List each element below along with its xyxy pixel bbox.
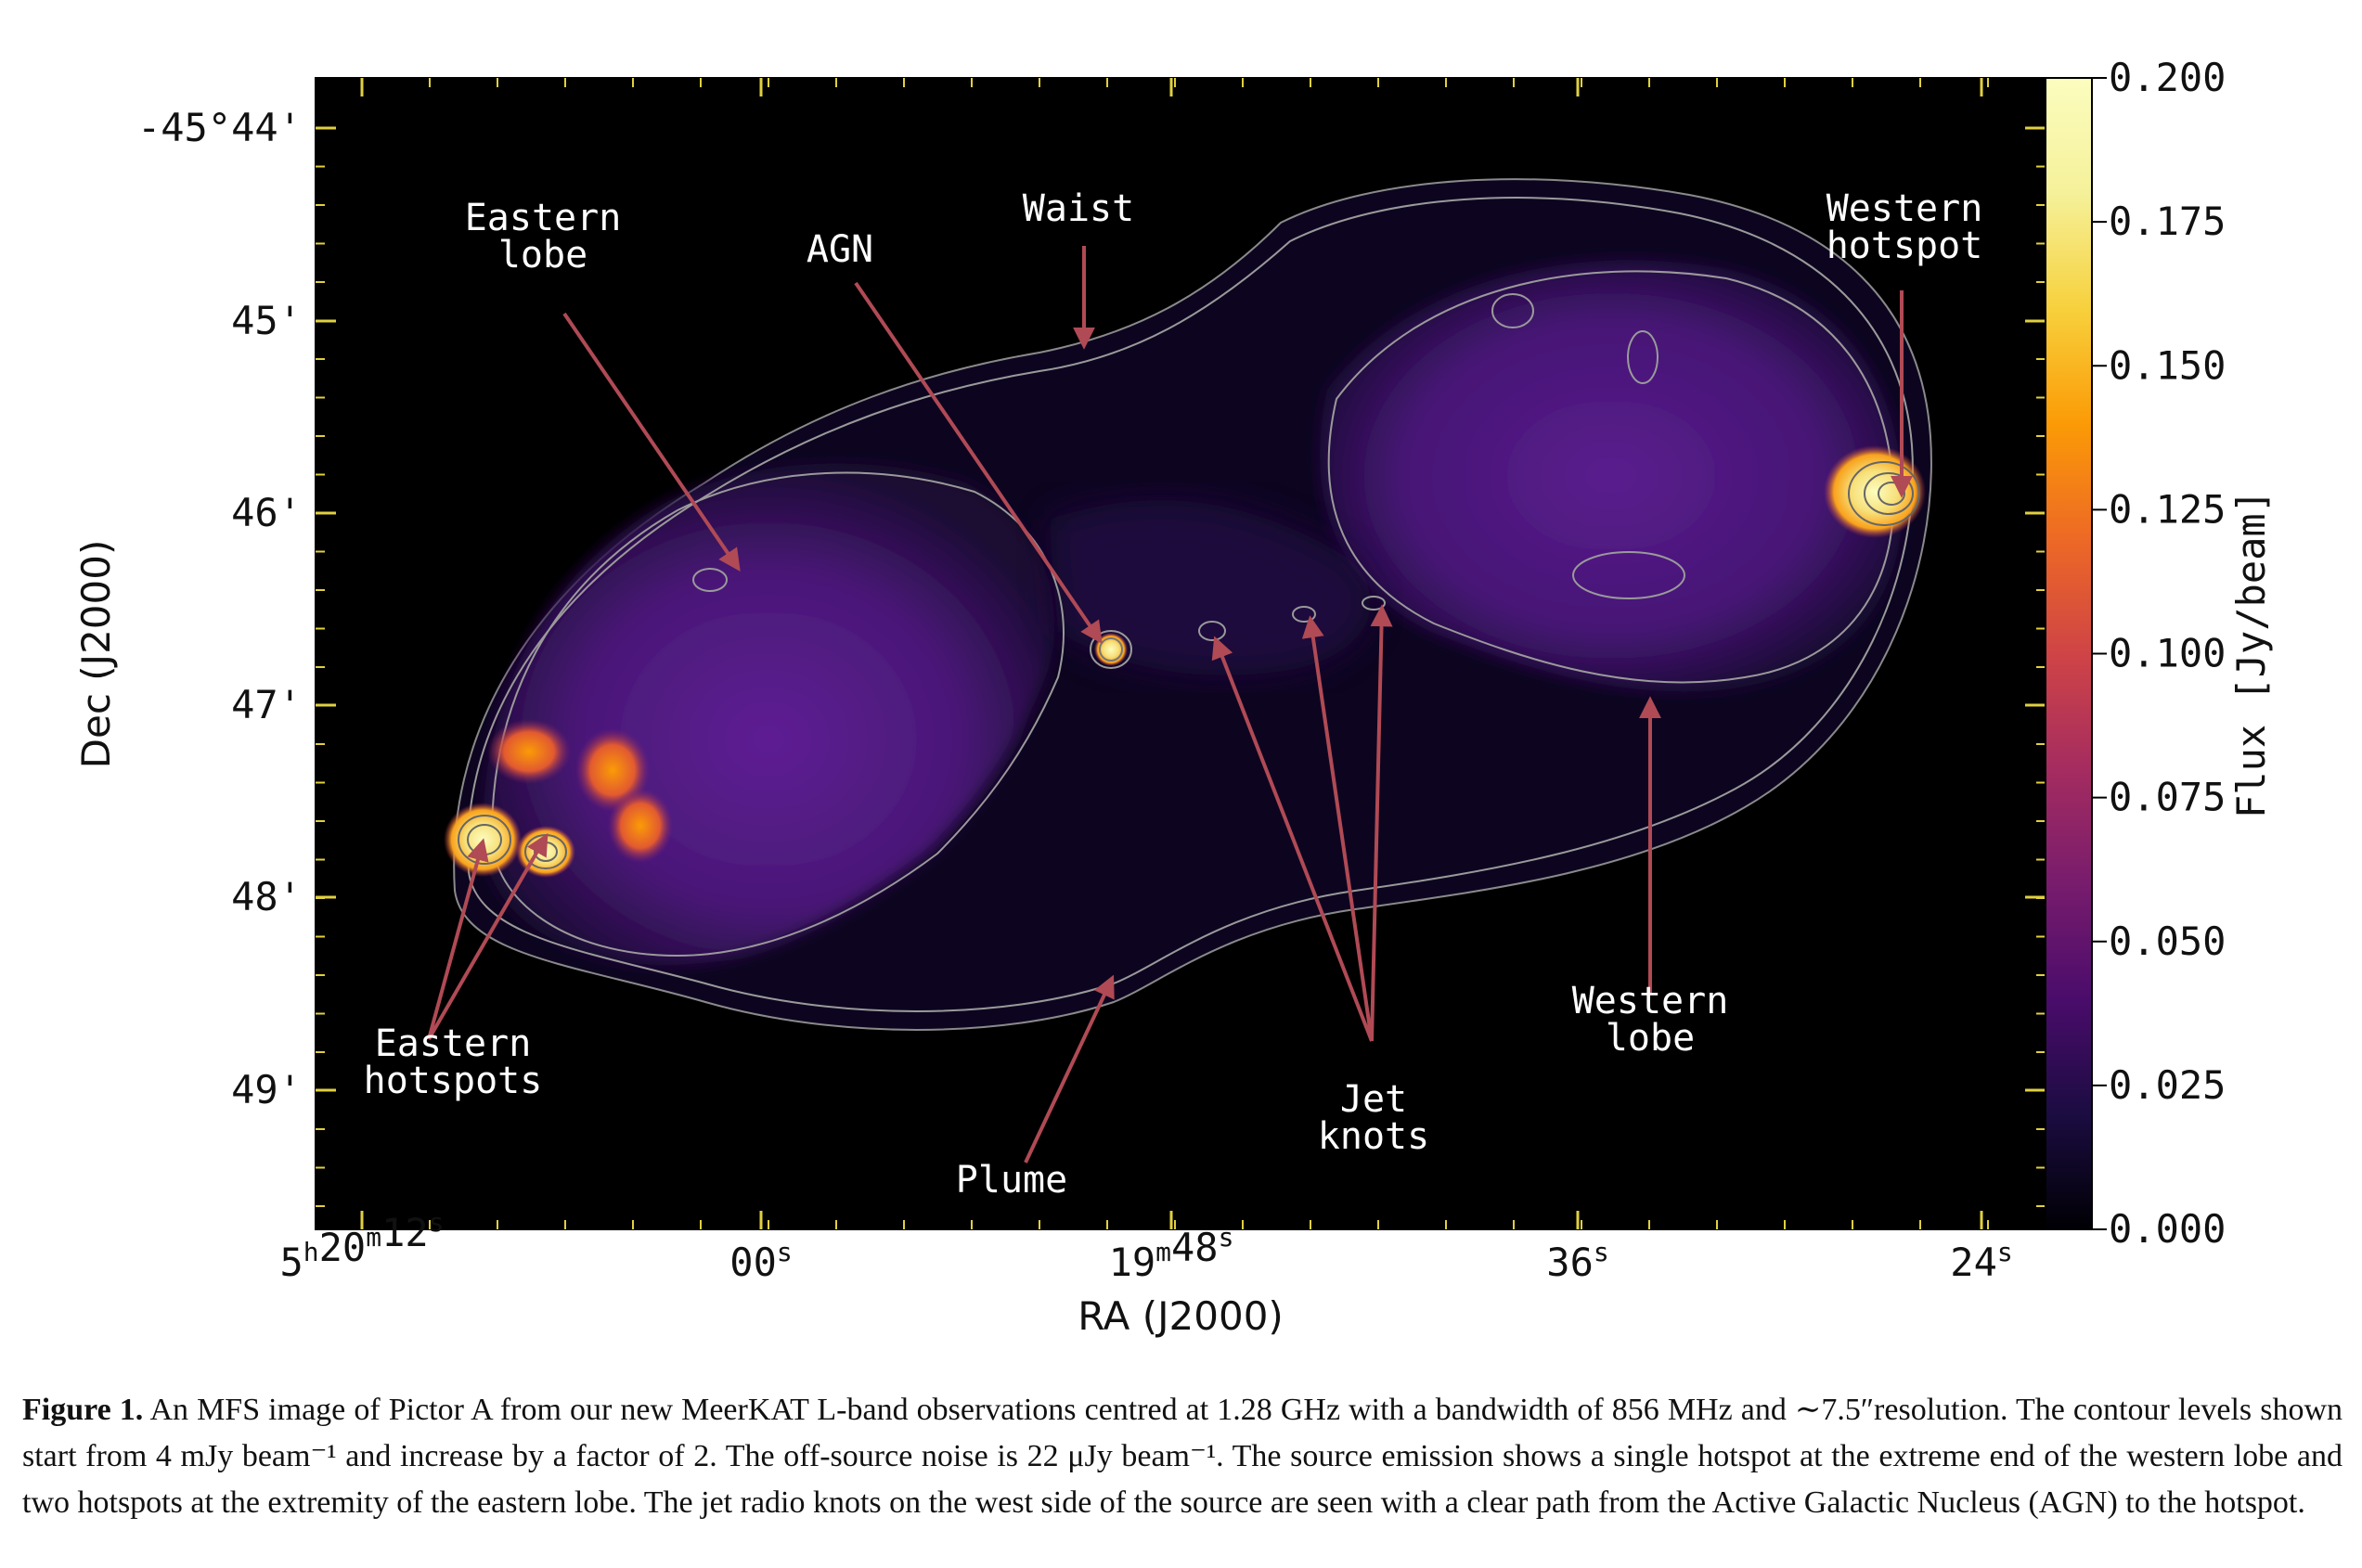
colorbar-tick-label: 0.175 xyxy=(2109,199,2226,244)
x-tick-label: 19m48s xyxy=(1109,1222,1234,1285)
x-tick-label: 36s xyxy=(1546,1237,1608,1285)
eastern-orange-3 xyxy=(608,789,673,863)
annotation-agn: AGN xyxy=(807,228,873,271)
annotation-eastern-hotspots: Eastern hotspots xyxy=(364,1022,543,1102)
annotation-eastern-lobe: Eastern lobe xyxy=(465,197,622,276)
x-axis-title: RA (J2000) xyxy=(1078,1293,1284,1339)
x-tick-label: 00s xyxy=(729,1237,792,1285)
colorbar-tick-label: 0.200 xyxy=(2109,55,2226,100)
colorbar-tick-label: 0.075 xyxy=(2109,775,2226,820)
annotation-jet-knots: Jet knots xyxy=(1318,1078,1429,1158)
annotation-waist: Waist xyxy=(1023,187,1134,230)
colorbar-tick-label: 0.000 xyxy=(2109,1206,2226,1252)
figure-caption: Figure 1. An MFS image of Pictor A from … xyxy=(22,1387,2343,1526)
x-tick-label: 24s xyxy=(1950,1237,2012,1285)
figure-canvas: 5h20m12s 00s 19m48s 36s 24s -45°44' 45' 46' 47'… xyxy=(73,55,2274,1339)
colorbar-ticks: 0.000 0.025 0.050 0.075 0.100 0.125 0.150 0.175… xyxy=(2092,55,2226,1252)
annotation-western-hotspot: Western hotspot xyxy=(1826,187,1983,267)
colorbar-tick-label: 0.150 xyxy=(2109,342,2226,388)
caption-label: Figure 1. xyxy=(22,1393,144,1427)
waist-bridge xyxy=(1049,500,1372,675)
annotation-arrows xyxy=(427,246,1913,1163)
caption-text: An MFS image of Pictor A from our new Me… xyxy=(22,1393,2343,1520)
y-tick-label: -45°44' xyxy=(137,105,302,150)
y-tick-label: 49' xyxy=(231,1067,302,1112)
colorbar-tick-label: 0.025 xyxy=(2109,1062,2226,1108)
eastern-orange-1 xyxy=(487,719,571,784)
y-axis-title: Dec (J2000) xyxy=(73,540,119,769)
colorbar-tick-label: 0.050 xyxy=(2109,919,2226,964)
y-tick-label: 45' xyxy=(231,298,302,343)
y-axis-ticks: -45°44' 45' 46' 47' 48' 49' xyxy=(137,105,2046,1207)
western-lobe-emission xyxy=(1320,260,1903,692)
annotation-plume: Plume xyxy=(956,1159,1067,1202)
annotation-western-lobe: Western lobe xyxy=(1572,980,1729,1060)
colorbar-title: Flux [Jy/beam] xyxy=(2228,490,2274,818)
y-tick-label: 48' xyxy=(231,874,302,919)
contour-lines xyxy=(467,197,1914,1012)
colorbar xyxy=(2045,77,2093,1230)
colorbar-tick-label: 0.125 xyxy=(2109,486,2226,532)
y-tick-label: 46' xyxy=(231,490,302,535)
x-axis-ticks: 5h20m12s 00s 19m48s 36s 24s xyxy=(279,78,2013,1285)
annotation-labels: Waist Eastern lobe AGN Western hotspot Eastern… xyxy=(364,187,1983,1202)
colorbar-tick-label: 0.100 xyxy=(2109,631,2226,676)
y-tick-label: 47' xyxy=(231,682,302,727)
x-tick-label: 5h20m12s xyxy=(279,1207,444,1285)
